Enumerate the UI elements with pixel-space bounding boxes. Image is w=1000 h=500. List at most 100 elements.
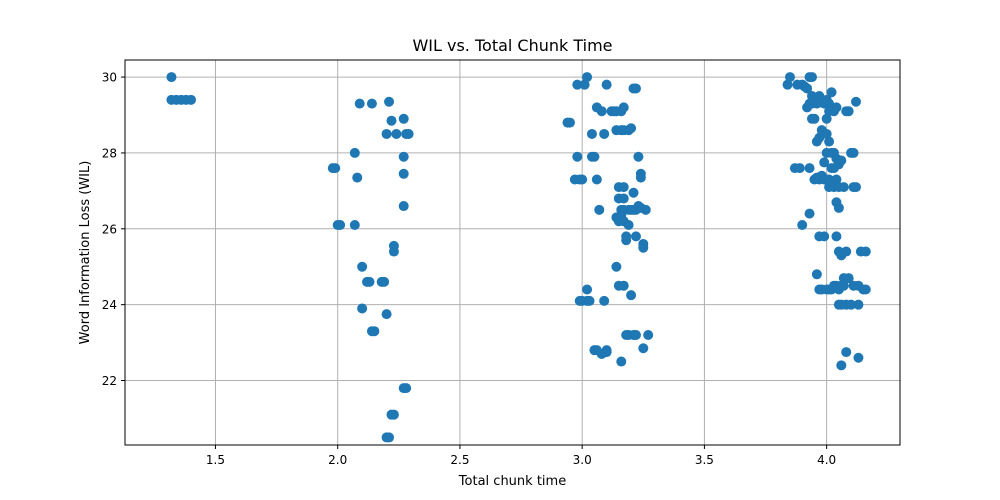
data-point — [841, 347, 852, 358]
data-point — [601, 79, 612, 90]
data-point — [357, 261, 368, 272]
x-tick-label: 2.0 — [328, 453, 347, 467]
data-point — [398, 151, 409, 162]
data-point — [582, 284, 593, 295]
data-point — [638, 343, 649, 354]
data-point — [369, 326, 380, 337]
data-point — [836, 360, 847, 371]
data-point — [349, 220, 360, 230]
data-point — [572, 151, 583, 162]
data-point — [626, 123, 637, 134]
data-point — [381, 432, 392, 443]
data-point — [618, 182, 629, 193]
data-point — [599, 295, 610, 306]
y-axis-label: Word Information Loss (WIL) — [78, 161, 93, 345]
data-point — [633, 151, 644, 162]
data-point — [831, 231, 842, 242]
data-point — [630, 83, 641, 94]
data-point — [824, 98, 835, 109]
data-point — [398, 168, 409, 179]
data-point — [819, 231, 830, 242]
data-point — [594, 204, 605, 215]
data-point — [804, 163, 815, 174]
data-point — [584, 295, 595, 306]
data-points — [166, 72, 871, 443]
data-point — [564, 117, 575, 128]
data-point — [843, 273, 854, 284]
data-point — [802, 83, 813, 94]
data-point — [784, 72, 795, 83]
chart-title: WIL vs. Total Chunk Time — [412, 36, 612, 55]
data-point — [797, 220, 808, 230]
data-point — [841, 246, 852, 257]
axis-ticks: 1.5 2.0 2.5 3.0 3.5 4.0 22 24 26 28 30 — [102, 71, 836, 467]
data-point — [349, 147, 360, 158]
data-point — [388, 409, 399, 420]
data-point — [618, 280, 629, 291]
data-point — [381, 309, 392, 320]
y-tick-label: 30 — [102, 71, 117, 85]
data-point — [403, 128, 414, 139]
data-point — [819, 157, 830, 168]
plot-frame — [124, 59, 901, 446]
data-point — [618, 102, 629, 113]
data-point — [591, 174, 602, 185]
data-point — [386, 115, 397, 126]
data-point — [572, 79, 583, 90]
data-point — [384, 96, 395, 107]
data-point — [638, 242, 649, 253]
data-point — [596, 106, 607, 117]
data-point — [352, 172, 363, 183]
data-point — [601, 347, 612, 358]
data-point — [357, 303, 368, 314]
data-point — [630, 231, 641, 242]
data-point — [364, 276, 375, 287]
data-point — [860, 284, 871, 295]
data-point — [811, 269, 822, 280]
y-tick-label: 24 — [102, 298, 117, 312]
data-point — [623, 220, 634, 230]
data-point — [806, 72, 817, 83]
data-point — [838, 280, 849, 291]
data-point — [824, 136, 835, 147]
data-point — [853, 352, 864, 363]
data-point — [599, 128, 610, 139]
data-point — [628, 187, 639, 198]
data-point — [579, 79, 590, 90]
data-point — [846, 299, 857, 310]
data-point — [838, 182, 849, 193]
data-point — [366, 98, 377, 109]
y-tick-label: 28 — [102, 146, 117, 160]
x-tick-label: 1.5 — [206, 453, 225, 467]
data-point — [782, 79, 793, 90]
data-point — [166, 72, 177, 83]
data-point — [626, 290, 637, 301]
data-point — [186, 94, 197, 105]
data-point — [577, 174, 588, 185]
data-point — [804, 208, 815, 219]
data-point — [589, 151, 600, 162]
y-tick-label: 22 — [102, 374, 117, 388]
data-point — [836, 155, 847, 166]
data-point — [850, 182, 861, 193]
data-point — [794, 163, 805, 174]
data-point — [381, 128, 392, 139]
data-point — [401, 383, 412, 394]
data-point — [330, 163, 341, 174]
data-point — [821, 113, 832, 124]
x-tick-label: 4.0 — [817, 453, 836, 467]
data-point — [831, 174, 842, 185]
data-point — [831, 102, 842, 113]
data-point — [398, 113, 409, 124]
data-point — [379, 276, 390, 287]
data-point — [814, 132, 825, 143]
data-point — [630, 330, 641, 340]
x-tick-label: 3.5 — [695, 453, 714, 467]
x-tick-label: 3.0 — [573, 453, 592, 467]
data-point — [388, 240, 399, 251]
data-point — [640, 204, 651, 215]
x-axis-label: Total chunk time — [458, 474, 566, 489]
data-point — [850, 96, 861, 107]
data-point — [826, 87, 837, 98]
